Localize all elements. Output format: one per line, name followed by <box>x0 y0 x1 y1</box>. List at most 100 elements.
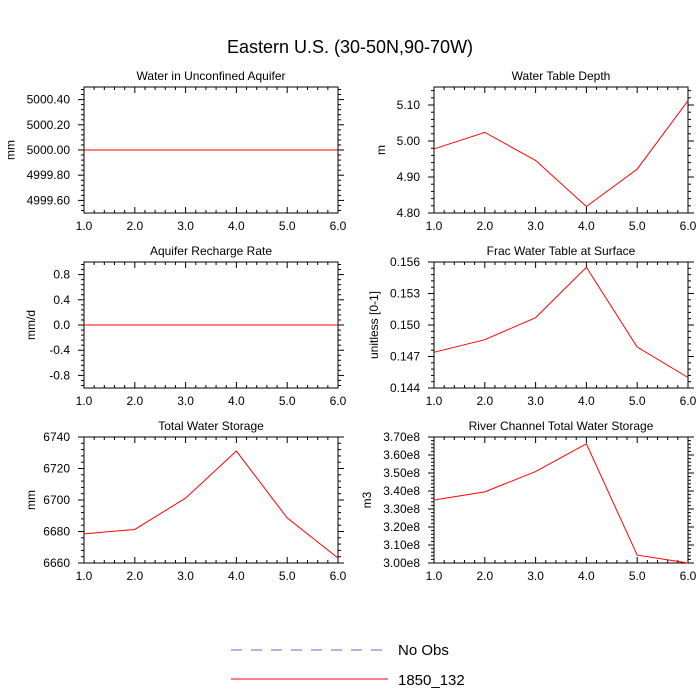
y-axis-label: m <box>374 145 388 155</box>
panel-5: Total Water Storage 1.0 2.0 3.0 4.0 5.0 6.0 666… <box>24 419 347 583</box>
y-tick-label: 3.30e8 <box>383 502 420 516</box>
panel-title: Frac Water Table at Surface <box>487 244 636 258</box>
y-axis-label: mm/d <box>24 310 38 340</box>
x-tick-label: 3.0 <box>177 219 194 233</box>
x-tick-label: 2.0 <box>476 569 493 583</box>
y-tick-label: 0.4 <box>53 293 70 307</box>
x-tick-label: 3.0 <box>527 219 544 233</box>
plot-frame <box>433 436 689 564</box>
y-tick-label: 0.153 <box>390 287 420 301</box>
y-tick-label: 4.80 <box>397 206 421 220</box>
panel-2: Water Table Depth 1.0 2.0 3.0 4.0 5.0 6.0 4.80 4… <box>374 69 697 233</box>
y-tick-label: 4.90 <box>397 170 421 184</box>
panel-title: River Channel Total Water Storage <box>469 419 654 433</box>
x-tick-label: 5.0 <box>279 569 296 583</box>
y-tick-label: -0.8 <box>49 368 70 382</box>
x-tick-label: 1.0 <box>76 394 93 408</box>
plot-frame <box>83 436 339 564</box>
series-line-1850-132 <box>433 443 689 564</box>
x-tick-label: 6.0 <box>680 219 697 233</box>
y-tick-label: 0.0 <box>53 318 70 332</box>
x-tick-label: 4.0 <box>228 569 245 583</box>
x-tick-label: 5.0 <box>629 569 646 583</box>
x-tick-label: 5.0 <box>279 394 296 408</box>
plot-frame <box>433 261 689 389</box>
main-title: Eastern U.S. (30-50N,90-70W) <box>227 37 473 57</box>
y-tick-label: 5000.20 <box>27 118 71 132</box>
x-tick-label: 4.0 <box>578 394 595 408</box>
y-tick-label: 3.40e8 <box>383 484 420 498</box>
y-tick-label: 4999.80 <box>27 168 71 182</box>
y-tick-label: 6740 <box>43 430 70 444</box>
x-tick-label: 6.0 <box>680 394 697 408</box>
x-tick-label: 1.0 <box>76 569 93 583</box>
x-tick-label: 6.0 <box>330 394 347 408</box>
panel-4: Frac Water Table at Surface 1.0 2.0 3.0 4.0 5… <box>367 244 697 408</box>
x-tick-label: 2.0 <box>126 394 143 408</box>
panel-title: Water Table Depth <box>512 69 611 83</box>
y-tick-label: 0.144 <box>390 381 420 395</box>
y-tick-label: -0.4 <box>49 343 70 357</box>
legend-label-no-obs: No Obs <box>398 642 449 659</box>
y-tick-label: 3.60e8 <box>383 448 420 462</box>
panel-title: Aquifer Recharge Rate <box>150 244 272 258</box>
legend: No Obs 1850_132 <box>231 642 465 689</box>
x-tick-label: 3.0 <box>177 394 194 408</box>
x-tick-label: 6.0 <box>330 219 347 233</box>
x-tick-label: 5.0 <box>629 219 646 233</box>
x-tick-label: 1.0 <box>76 219 93 233</box>
y-tick-label: 5.00 <box>397 134 421 148</box>
panel-6: River Channel Total Water Storage 1.0 2.0 3… <box>360 419 696 583</box>
x-tick-label: 2.0 <box>476 219 493 233</box>
x-tick-label: 1.0 <box>426 569 443 583</box>
x-tick-label: 2.0 <box>476 394 493 408</box>
y-tick-label: 6720 <box>43 462 70 476</box>
y-tick-label: 3.10e8 <box>383 538 420 552</box>
chart-panels: Water in Unconfined Aquifer 1.0 2.0 3.0 4.0 5… <box>3 69 696 583</box>
y-axis-label: m3 <box>360 491 374 508</box>
y-tick-label: 6660 <box>43 556 70 570</box>
x-tick-label: 1.0 <box>426 219 443 233</box>
x-tick-label: 4.0 <box>578 569 595 583</box>
y-tick-label: 3.50e8 <box>383 466 420 480</box>
y-axis-label: unitless [0-1] <box>367 291 381 359</box>
y-tick-label: 5000.40 <box>27 93 71 107</box>
y-tick-label: 3.20e8 <box>383 520 420 534</box>
x-tick-label: 4.0 <box>228 219 245 233</box>
x-tick-label: 6.0 <box>680 569 697 583</box>
y-tick-label: 0.150 <box>390 318 420 332</box>
x-tick-label: 1.0 <box>426 394 443 408</box>
x-tick-label: 3.0 <box>527 394 544 408</box>
series-line-1850-132 <box>83 450 339 559</box>
x-tick-label: 3.0 <box>527 569 544 583</box>
plot-frame <box>433 86 689 214</box>
y-tick-label: 5000.00 <box>27 143 71 157</box>
panel-1: Water in Unconfined Aquifer 1.0 2.0 3.0 4.0 5… <box>3 69 346 233</box>
x-tick-label: 4.0 <box>228 394 245 408</box>
y-tick-label: 3.00e8 <box>383 556 420 570</box>
y-axis-label: mm <box>24 490 38 510</box>
y-tick-label: 3.70e8 <box>383 430 420 444</box>
y-tick-label: 4999.60 <box>27 193 71 207</box>
y-tick-label: 0.147 <box>390 350 420 364</box>
y-tick-label: 6680 <box>43 525 70 539</box>
y-tick-label: 5.10 <box>397 98 421 112</box>
y-tick-label: 6700 <box>43 493 70 507</box>
panel-title: Water in Unconfined Aquifer <box>137 69 286 83</box>
y-tick-label: 0.8 <box>53 268 70 282</box>
x-tick-label: 2.0 <box>126 219 143 233</box>
x-tick-label: 4.0 <box>578 219 595 233</box>
x-tick-label: 3.0 <box>177 569 194 583</box>
y-tick-label: 0.156 <box>390 255 420 269</box>
series-line-1850-132 <box>433 266 689 378</box>
y-axis-label: mm <box>3 140 17 160</box>
legend-label-1850-132: 1850_132 <box>398 672 465 689</box>
x-tick-label: 6.0 <box>330 569 347 583</box>
panel-title: Total Water Storage <box>158 419 264 433</box>
panel-3: Aquifer Recharge Rate 1.0 2.0 3.0 4.0 5.0 6.0 -… <box>24 244 347 408</box>
series-line-1850-132 <box>433 100 689 208</box>
x-tick-label: 2.0 <box>126 569 143 583</box>
x-tick-label: 5.0 <box>279 219 296 233</box>
x-tick-label: 5.0 <box>629 394 646 408</box>
